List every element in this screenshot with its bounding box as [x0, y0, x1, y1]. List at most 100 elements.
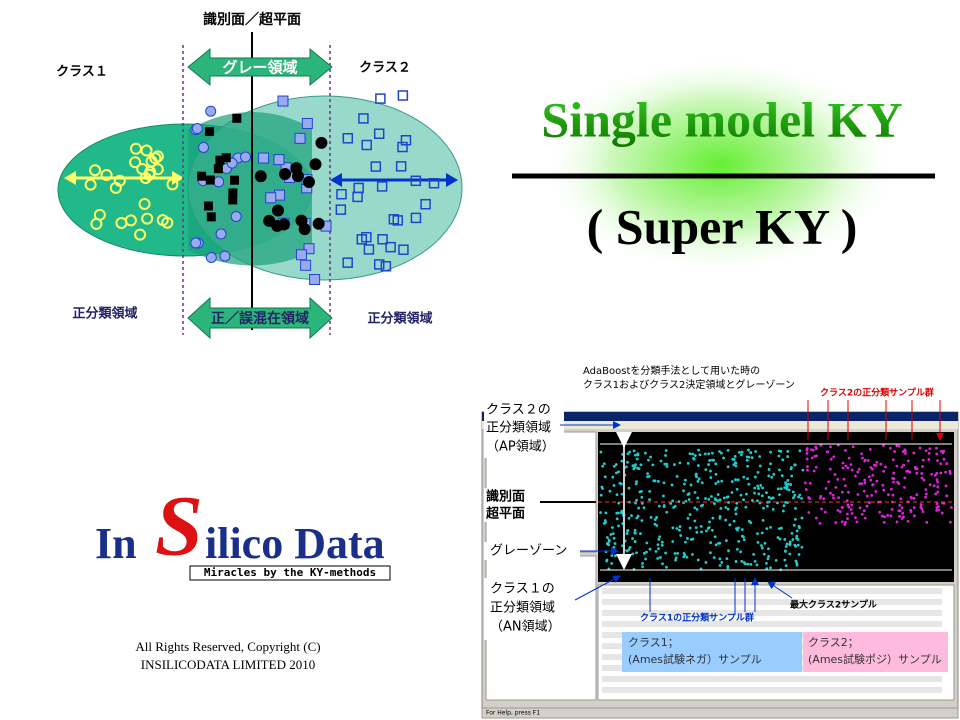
sample-dot: [838, 510, 842, 514]
sample-dot: [707, 463, 710, 466]
sample-dot: [784, 550, 787, 553]
sample-dot: [649, 455, 652, 459]
sample-dot: [718, 498, 722, 502]
class1-marker: [93, 208, 106, 221]
sample-dot: [693, 454, 697, 457]
sample-dot: [786, 478, 790, 482]
sample-dot: [658, 555, 662, 559]
sample-dot: [769, 525, 772, 529]
sample-dot: [665, 462, 669, 466]
sample-dot: [871, 483, 875, 487]
mixed-marker: [302, 176, 315, 189]
sample-dot: [845, 499, 849, 503]
sample-dot: [756, 532, 759, 536]
sample-dot: [924, 488, 928, 492]
sample-dot: [755, 563, 759, 567]
sample-dot: [767, 474, 771, 478]
mixed-marker: [228, 188, 238, 198]
sample-dot: [632, 449, 636, 453]
sample-dot: [793, 463, 797, 467]
class2-marker: [428, 177, 440, 189]
logo-s: S: [155, 478, 203, 574]
sample-dot: [948, 469, 952, 473]
sample-dot: [823, 510, 827, 514]
sample-dot: [701, 503, 704, 507]
sample-dot: [829, 457, 833, 461]
mixed-marker: [309, 158, 322, 171]
sample-dot: [713, 535, 717, 539]
class2-marker: [335, 204, 347, 215]
sample-dot: [714, 462, 718, 466]
sample-dot: [921, 465, 924, 468]
sample-dot: [865, 494, 869, 498]
sample-dot: [711, 516, 715, 520]
sample-dot: [921, 510, 925, 514]
sample-dot: [696, 496, 700, 500]
sample-dot: [716, 480, 720, 484]
caption: AdaBoostを分類手法として用いた時の: [583, 364, 760, 377]
sample-dot: [678, 528, 681, 532]
sample-dot: [686, 516, 690, 520]
sample-dot: [626, 529, 630, 532]
label-bg: [484, 542, 580, 560]
sample-dot: [684, 540, 687, 544]
sample-dot: [855, 520, 859, 524]
sample-dot: [892, 477, 896, 481]
sample-dot: [906, 520, 910, 523]
sample-dot: [642, 506, 646, 510]
sample-dot: [753, 486, 757, 490]
sample-dot: [660, 540, 664, 544]
mixed-marker: [279, 168, 292, 181]
sample-dot: [693, 519, 697, 523]
sample-dot: [935, 506, 939, 509]
sample-dot: [682, 555, 686, 559]
mixed-marker: [191, 123, 203, 135]
sample-dot: [615, 471, 618, 475]
sample-dot: [940, 511, 944, 515]
sample-dot: [725, 557, 729, 561]
sample-dot: [604, 511, 608, 515]
sample-dot: [895, 444, 899, 448]
sample-dot: [716, 493, 720, 496]
sample-dot: [806, 465, 809, 468]
sample-dot: [662, 504, 666, 507]
sample-dot: [740, 559, 744, 563]
sample-dot: [867, 475, 871, 479]
sample-dot: [765, 504, 769, 508]
sample-dot: [737, 450, 741, 454]
class2-marker: [410, 175, 422, 187]
sample-dot: [706, 526, 710, 530]
sample-dot: [757, 492, 761, 496]
class1-marker: [139, 171, 152, 184]
sample-dot: [886, 513, 890, 517]
mixed-marker: [213, 164, 223, 174]
class2-marker: [385, 241, 396, 253]
sample-dot: [850, 503, 854, 507]
sample-dot: [897, 444, 901, 448]
sample-dot: [780, 526, 783, 530]
sample-dot: [776, 487, 780, 491]
sample-dot: [833, 473, 837, 476]
sample-dot: [697, 448, 701, 452]
sample-dot: [657, 504, 661, 508]
sample-dot: [624, 465, 628, 469]
sample-dot: [948, 520, 952, 524]
sample-dot: [808, 481, 812, 485]
sample-dot: [735, 501, 739, 505]
region-label: 正分類領域: [367, 311, 432, 327]
mixed-marker: [277, 95, 289, 107]
sample-dot: [944, 470, 947, 474]
sample-dot: [819, 443, 823, 447]
sample-dot: [672, 463, 676, 466]
sample-dot: [639, 532, 642, 536]
mixed-marker: [204, 127, 214, 137]
label-bg: [484, 398, 564, 458]
sample-dot: [795, 534, 799, 538]
sample-dot: [750, 498, 754, 502]
sample-dot: [808, 497, 812, 501]
sample-dot: [731, 457, 735, 461]
sample-dot: [601, 464, 605, 468]
sample-dot: [813, 454, 817, 458]
sample-dot: [613, 542, 617, 545]
